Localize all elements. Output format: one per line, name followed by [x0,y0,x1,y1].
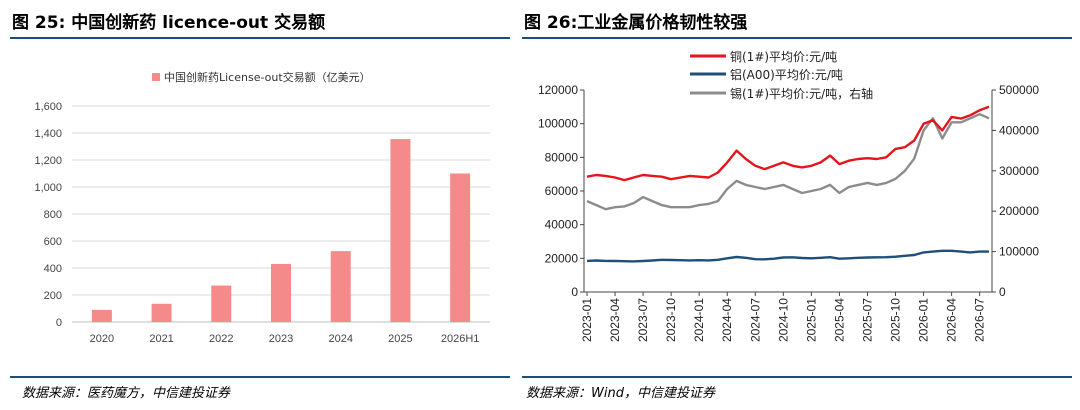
bar [330,251,351,322]
left-figure-title: 图 25: 中国创新药 licence-out 交易额 [12,13,326,33]
x-tick-label: 2025 [388,333,412,345]
x-tick-label: 2024-07 [748,298,762,342]
x-tick-label: 2022 [209,333,233,345]
y-tick-label: 600 [44,236,62,248]
left-y-tick-label: 80000 [545,150,579,164]
y-tick-label: 1,000 [34,182,62,194]
left-y-tick-label: 100000 [538,117,578,131]
x-tick-label: 2025-10 [889,298,903,342]
left-y-tick-label: 120000 [538,83,578,97]
x-tick-label: 2024-01 [692,298,706,342]
tin-price-line [586,112,990,211]
x-tick-label: 2020 [90,333,114,345]
x-tick-label: 2026-04 [945,298,959,342]
x-tick-label: 2023-07 [636,298,650,342]
legend-label: 中国创新药License-out交易额（亿美元） [164,70,371,84]
x-tick-label: 2026-01 [917,298,931,342]
right-figure-panel: 图 26:工业金属价格韧性较强 0 20000 40000 60000 80000 100… [522,0,1072,410]
legend-label-aluminum: 铝(A00)平均价:元/吨 [730,67,843,82]
aluminum-price-line [586,249,989,263]
bar [271,263,291,322]
x-tick-label: 2023 [269,333,293,345]
right-y-tick-label: 300000 [999,164,1039,178]
y-tick-label: 200 [44,290,62,302]
left-y-tick-label: 60000 [545,184,579,198]
y-tick-label: 1,600 [34,101,62,113]
right-source-rule [522,376,1072,378]
bar [151,303,172,322]
x-tick-label: 2026H1 [441,333,480,345]
left-y-tick-label: 0 [571,285,578,299]
y-tick-label: 400 [44,263,62,275]
right-y-tick-label: 200000 [999,204,1039,218]
legend-label-copper: 铜(1#)平均价:元/吨 [730,49,837,64]
x-tick-label: 2024 [328,333,352,345]
x-tick-label: 2024-04 [720,298,734,342]
x-tick-label: 2026-07 [973,298,987,342]
bar [211,285,232,322]
left-y-tick-label: 40000 [545,218,579,232]
legend-swatch [152,73,160,81]
x-tick-label: 2025-04 [832,298,846,342]
x-tick-label: 2025-01 [804,298,818,342]
left-source-note: 数据来源：医药魔方，中信建投证券 [22,386,231,401]
x-tick-label: 2024-10 [776,298,790,342]
bar [91,309,112,322]
right-y-tick-label: 100000 [999,245,1039,259]
right-title-rule [522,37,1072,39]
bar [450,173,471,322]
licence-out-bar-chart: 0 200 400 600 800 1,000 1,200 1,400 1,600 2020 202… [34,70,490,345]
left-title-rule [10,37,510,39]
metal-price-line-chart: 0 20000 40000 60000 80000 100000 120000 0 100000… [538,49,1039,342]
x-tick-label: 2023-01 [580,298,594,342]
bar [390,139,411,322]
x-tick-label: 2025-07 [860,298,874,342]
left-source-rule [10,376,510,378]
y-tick-label: 800 [44,209,62,221]
y-tick-label: 1,200 [34,155,62,167]
y-tick-label: 1,400 [34,128,62,140]
right-source-note: 数据来源：Wind，中信建投证券 [526,386,715,401]
copper-price-line [586,105,990,182]
x-tick-label: 2021 [149,333,173,345]
left-figure-panel: 图 25: 中国创新药 licence-out 交易额 0 200 400 600 80… [0,0,510,410]
y-tick-label: 0 [56,317,62,329]
x-tick-label: 2023-04 [608,298,622,342]
right-y-tick-label: 0 [999,285,1006,299]
right-y-tick-label: 400000 [999,123,1039,137]
right-figure-title: 图 26:工业金属价格韧性较强 [524,13,748,33]
right-y-tick-label: 500000 [999,83,1039,97]
legend-label-tin: 锡(1#)平均价:元/吨，右轴 [730,86,873,101]
left-y-tick-label: 20000 [545,251,579,265]
x-tick-label: 2023-10 [664,298,678,342]
